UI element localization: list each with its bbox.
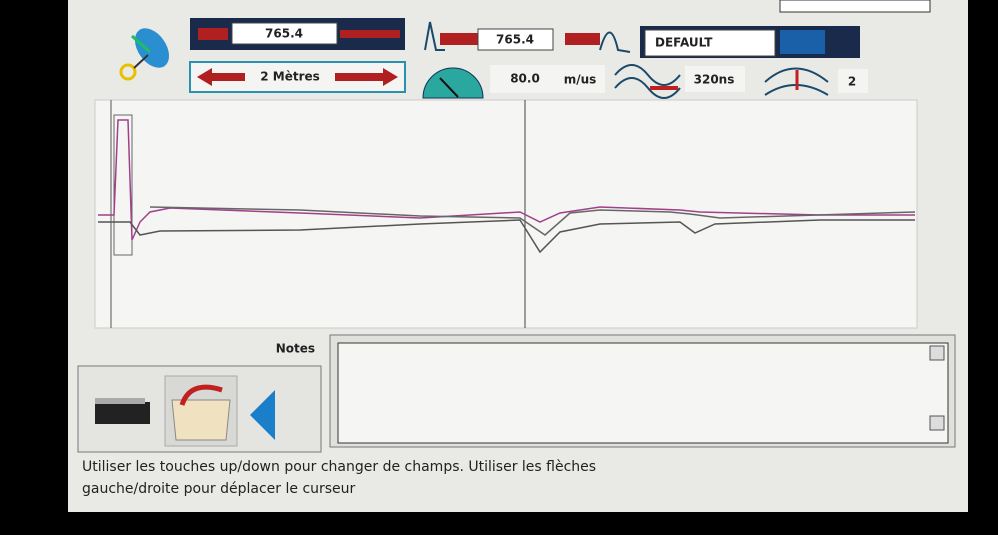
folder-icon: [171, 399, 231, 441]
trace-2: [98, 219, 915, 254]
profile-fill: [780, 30, 825, 54]
gain: 2: [848, 75, 856, 89]
field[interactable]: [490, 65, 605, 93]
antenna-icon: [119, 28, 170, 81]
notes-input[interactable]: [337, 342, 949, 444]
trace-1: [98, 119, 915, 241]
wave-icon-bar: [650, 86, 678, 90]
arrow-left: [197, 68, 245, 86]
profile: DEFAULT: [655, 36, 713, 50]
cursor-a-fill: [198, 28, 228, 40]
field[interactable]: [644, 29, 776, 57]
velocity-unit: m/us: [564, 73, 597, 87]
field[interactable]: [685, 66, 745, 92]
distance-b: 765.4: [496, 33, 534, 47]
gauge-needle: [439, 77, 459, 98]
scroll-up[interactable]: [929, 345, 945, 361]
status-line: gauche/droite pour déplacer le curseur: [82, 481, 356, 497]
field[interactable]: [231, 22, 338, 45]
arrow: [440, 33, 480, 45]
top-box: [779, 0, 931, 13]
range: 2 Mètres: [260, 70, 320, 84]
notes-label: Notes: [276, 342, 315, 356]
gauge-icon: [422, 67, 484, 99]
distance-a: 765.4: [265, 27, 303, 41]
velocity: 80.0: [510, 72, 540, 86]
save-button-top: [95, 398, 145, 404]
arrow-right: [335, 68, 398, 86]
pulse-width: 320ns: [694, 73, 735, 87]
folder-arrow: [179, 384, 223, 406]
launch-pulse: [113, 114, 133, 256]
pulse-icon: [599, 31, 631, 53]
trace-3: [149, 206, 916, 236]
field[interactable]: [838, 69, 868, 93]
save-button[interactable]: [95, 402, 150, 424]
back-button[interactable]: [250, 390, 275, 440]
status-line: Utiliser les touches up/down pour change…: [82, 459, 596, 475]
cursor-a-fill: [340, 30, 400, 38]
arrow: [565, 33, 600, 45]
field[interactable]: [477, 28, 554, 51]
scroll-down[interactable]: [929, 415, 945, 431]
wave-icon: [614, 64, 681, 99]
pulse-icon: [424, 21, 445, 51]
